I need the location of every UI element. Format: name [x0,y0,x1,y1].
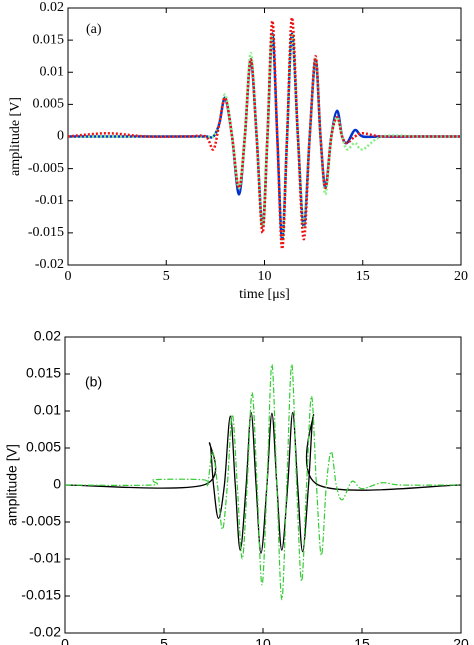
y-tick-label: -0.02 [35,257,64,272]
chart: -0.02 -0.015 -0.01 -0.005 0 0.005 0.01 0.015 0.0… [8,0,468,302]
series-line [65,363,461,601]
y-tick-label: 0.01 [40,64,65,79]
y-tick-label: 0.005 [33,97,65,112]
y-tick-label: -0.005 [28,161,64,176]
y-tick-label: 0 [57,129,64,144]
y-tick-label: 0.015 [26,365,61,381]
y-tick-label: -0.015 [28,225,64,240]
x-tick-label: 5 [160,636,168,645]
y-tick-label: 0.01 [34,402,61,418]
y-tick-label: 0 [53,476,61,492]
annotation: (a) [86,22,102,37]
annotation: (b) [85,374,102,390]
x-tick-label: 15 [354,636,370,645]
x-tick-label: 15 [356,269,370,284]
x-tick-label: 10 [258,269,272,284]
y-tick-label: -0.01 [29,550,61,566]
y-tick-label: 0.02 [34,328,61,344]
y-tick-label: -0.02 [29,624,61,640]
x-tick-label: 0 [61,636,69,645]
x-tick-label: 5 [163,269,170,284]
y-axis-label: amplitude [V] [4,444,20,526]
y-axis-label: amplitude [V] [8,97,23,176]
x-tick-label: 20 [454,269,468,284]
y-tick-label: 0.02 [40,0,65,15]
series-line [68,16,461,251]
x-tick-label: 20 [453,636,469,645]
x-tick-label: 10 [255,636,271,645]
chart: -0.02 -0.015 -0.01 -0.005 0 0.005 0.01 0.015 0.0… [4,328,469,645]
y-tick-label: 0.015 [33,32,65,47]
series-line [65,411,461,554]
x-tick-label: 0 [65,269,72,284]
x-axis-label: time [μs] [239,287,290,302]
y-tick-label: -0.015 [21,587,61,603]
y-tick-label: -0.01 [35,193,64,208]
y-tick-label: -0.005 [21,513,61,529]
y-tick-label: 0.005 [26,439,61,455]
